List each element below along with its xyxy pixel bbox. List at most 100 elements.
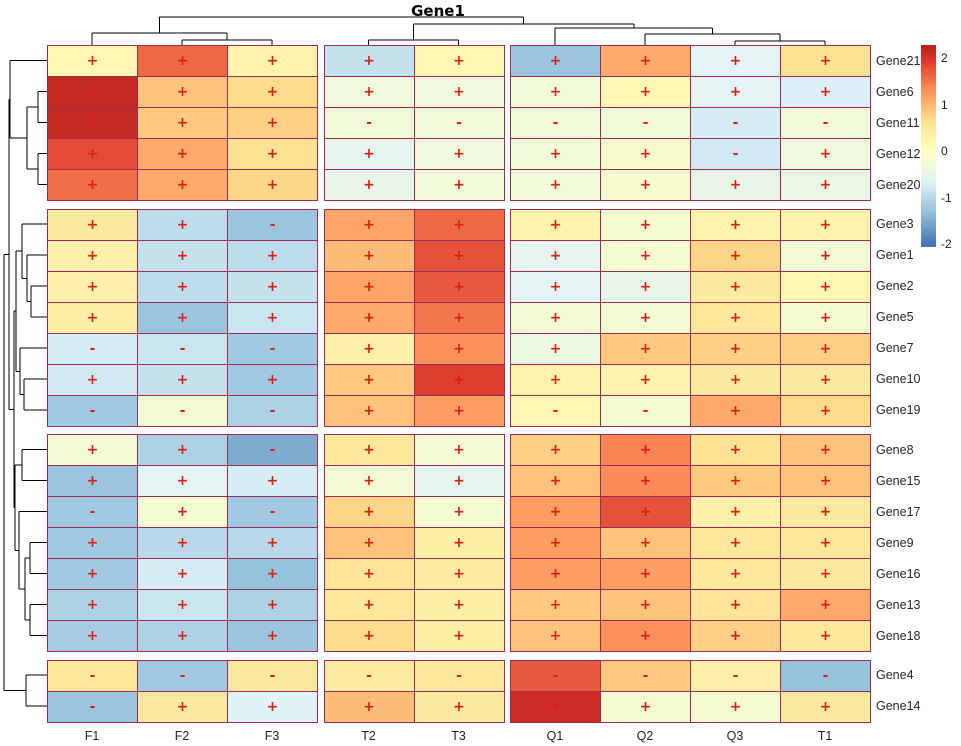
heatmap-cell-Gene11-Q1: - <box>510 107 601 139</box>
sign-glyph: + <box>86 309 99 326</box>
row-label-Gene8: Gene8 <box>876 442 914 457</box>
heatmap-cell-Gene3-F2: + <box>137 208 228 241</box>
sign-glyph: - <box>269 402 276 419</box>
sign-glyph: + <box>266 698 279 715</box>
sign-glyph: + <box>549 84 562 100</box>
heatmap-cell-Gene6-Q2: + <box>600 76 691 108</box>
heatmap-cell-Gene5-Q1: + <box>510 301 601 334</box>
heatmap-cell-Gene14-F2: + <box>137 690 228 723</box>
heatmap-cell-Gene1-T2: + <box>323 239 415 272</box>
sign-glyph: + <box>363 698 375 715</box>
sign-glyph: + <box>176 177 189 193</box>
sign-glyph: + <box>86 628 99 644</box>
heatmap-cell-Gene6-T1: + <box>780 76 871 108</box>
sign-glyph: + <box>176 442 189 458</box>
sign-glyph: + <box>819 504 832 520</box>
heatmap-cell-Gene8-Q3: + <box>690 434 781 466</box>
col-label-Q2: Q2 <box>636 729 654 743</box>
heatmap-cell-Gene20-F2: + <box>137 169 228 201</box>
heatmap-cell-Gene7-T3: + <box>413 332 505 365</box>
heatmap-cell-Gene6-Q3: + <box>690 76 781 108</box>
sign-glyph: + <box>729 84 742 100</box>
heatmap-cell-Gene17-F2: + <box>137 496 228 528</box>
sign-glyph: - <box>89 504 96 520</box>
sign-glyph: + <box>549 442 562 458</box>
sign-glyph: + <box>363 473 375 489</box>
heatmap-cell-Gene12-F3: + <box>227 138 318 170</box>
heatmap-cell-Gene18-F1: + <box>47 620 138 652</box>
sign-glyph: - <box>179 340 186 357</box>
sign-glyph: + <box>86 216 99 233</box>
heatmap-cell-Gene18-Q1: + <box>510 620 601 652</box>
heatmap-cell-Gene7-Q2: + <box>600 332 691 365</box>
heatmap-cell-Gene15-F3: + <box>227 465 318 497</box>
heatmap-cell-Gene17-F1: - <box>47 496 138 528</box>
heatmap-cell-Gene10-T1: + <box>780 363 871 396</box>
sign-glyph: + <box>86 535 99 551</box>
sign-glyph: + <box>266 278 279 295</box>
sign-glyph: + <box>549 146 562 162</box>
sign-glyph: - <box>552 115 559 131</box>
heatmap-cell-Gene5-F1: + <box>47 301 138 334</box>
heatmap-cell-Gene3-Q1: + <box>510 208 601 241</box>
sign-glyph: + <box>819 402 832 419</box>
heatmap-cell-Gene13-T1: + <box>780 589 871 621</box>
sign-glyph: + <box>453 442 465 458</box>
row-label-Gene20: Gene20 <box>876 177 921 192</box>
sign-glyph: + <box>453 402 465 419</box>
heatmap-cell-Gene8-F3: - <box>227 434 318 466</box>
sign-glyph: + <box>453 340 465 357</box>
col-label-T2: T2 <box>361 729 376 743</box>
col-label-F1: F1 <box>84 729 100 743</box>
sign-glyph: + <box>86 53 99 69</box>
sign-glyph: + <box>819 247 832 264</box>
heatmap-cell-Gene4-T1: - <box>780 659 871 692</box>
sign-glyph: + <box>266 371 279 388</box>
heatmap-cell-Gene16-T2: + <box>323 558 415 590</box>
heatmap-cell-Gene19-Q1: - <box>510 394 601 427</box>
heatmap-cell-Gene14-Q2: + <box>600 690 691 723</box>
heatmap-cell-Gene10-T3: + <box>413 363 505 396</box>
heatmap-cell-Gene10-T2: + <box>323 363 415 396</box>
heatmap-cell-Gene1-F1: + <box>47 239 138 272</box>
heatmap-cell-Gene21-F3: + <box>227 45 318 77</box>
sign-glyph: + <box>176 309 189 326</box>
row-label-Gene1: Gene1 <box>876 248 914 262</box>
sign-glyph: + <box>729 597 742 613</box>
heatmap-cell-Gene3-F3: - <box>227 208 318 241</box>
heatmap-cell-Gene13-Q3: + <box>690 589 781 621</box>
heatmap-cell-Gene2-Q1: + <box>510 270 601 303</box>
sign-glyph: + <box>86 247 99 264</box>
heatmap-cell-Gene1-T1: + <box>780 239 871 272</box>
heatmap-cell-Gene19-T1: + <box>780 394 871 427</box>
row-label-Gene5: Gene5 <box>876 310 914 324</box>
sign-glyph: + <box>363 340 375 357</box>
heatmap-cell-Gene17-Q1: + <box>510 496 601 528</box>
sign-glyph: + <box>819 597 832 613</box>
heatmap-cell-Gene20-Q2: + <box>600 169 691 201</box>
sign-glyph: + <box>819 566 832 582</box>
row-label-Gene21: Gene21 <box>876 53 921 68</box>
heatmap-cell-Gene8-Q1: + <box>510 434 601 466</box>
heatmap-cell-Gene14-T1: + <box>780 690 871 723</box>
sign-glyph: + <box>363 278 375 295</box>
sign-glyph: + <box>729 340 742 357</box>
sign-glyph: + <box>639 698 652 715</box>
sign-glyph: + <box>266 628 279 644</box>
heatmap-cell-Gene2-Q3: + <box>690 270 781 303</box>
heatmap-cell-Gene19-T2: + <box>323 394 415 427</box>
col-label-Q1: Q1 <box>546 729 564 743</box>
heatmap-cell-Gene13-Q1: + <box>510 589 601 621</box>
heatmap-cell-Gene5-Q3: + <box>690 301 781 334</box>
heatmap-cell-Gene20-Q3: + <box>690 169 781 201</box>
sign-glyph: + <box>363 566 375 582</box>
row-label-Gene3: Gene3 <box>876 217 914 231</box>
sign-glyph: - <box>89 667 96 684</box>
heatmap-cell-Gene20-F1: + <box>47 169 138 201</box>
heatmap-cell-Gene17-Q3: + <box>690 496 781 528</box>
heatmap-cell-Gene9-F2: + <box>137 527 228 559</box>
sign-glyph: + <box>549 278 562 295</box>
sign-glyph: + <box>819 84 832 100</box>
sign-glyph: + <box>453 628 465 644</box>
sign-glyph: + <box>453 597 465 613</box>
